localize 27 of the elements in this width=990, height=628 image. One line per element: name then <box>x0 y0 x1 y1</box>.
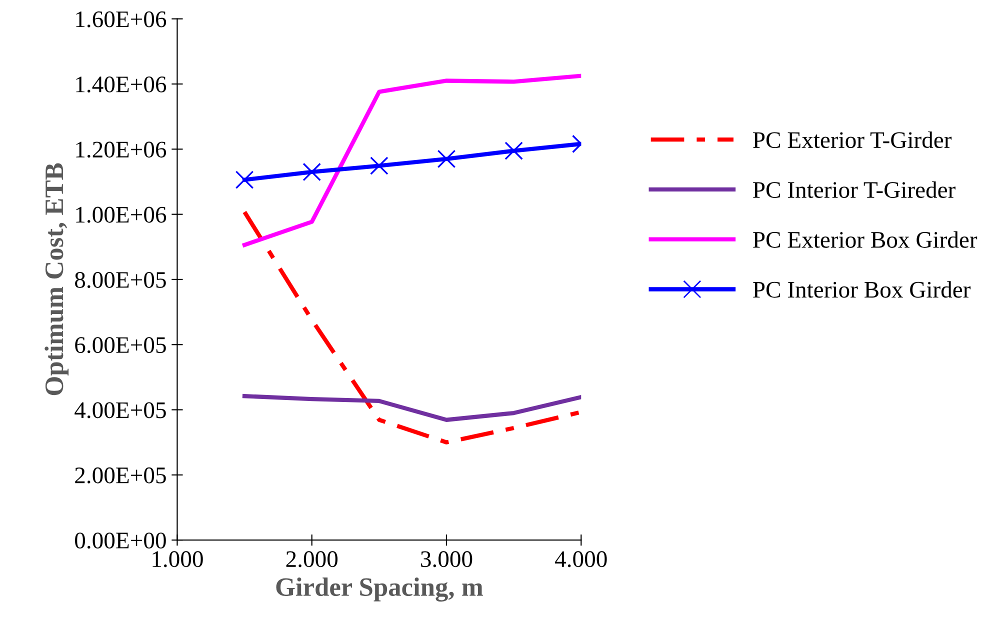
x-tick-label: 1.000 <box>152 551 203 568</box>
y-tick-label: 1.20E+06 <box>76 142 166 158</box>
x-tick-label: 2.000 <box>286 551 338 568</box>
y-tick-label: 0.00E+00 <box>75 532 166 549</box>
legend-label: PC Exterior Box Girder <box>753 231 978 248</box>
y-tick-label: 6.00E+05 <box>75 337 166 354</box>
y-tick-label: 1.60E+06 <box>76 11 166 28</box>
point <box>370 156 388 175</box>
point <box>504 142 523 160</box>
x-tick-label: 3.000 <box>421 551 472 568</box>
point <box>302 162 322 182</box>
point <box>235 170 254 189</box>
x-tick-label: 4.000 <box>555 551 607 568</box>
legend-label: PC Interior T-Gireder <box>753 181 956 198</box>
x-axis-title: Girder Spacing, m <box>276 577 483 602</box>
y-tick-label: 4.00E+05 <box>74 402 166 418</box>
line-series <box>242 210 582 444</box>
y-tick-label: 2.00E+05 <box>75 467 166 484</box>
y-tick-label: 1.00E+06 <box>76 206 166 223</box>
line-series <box>242 74 582 248</box>
y-tick-label: 1.40E+06 <box>76 76 166 93</box>
legend-label: PC Interior Box Girder <box>753 281 971 298</box>
y-axis-title: Optimum Cost, ETB <box>44 163 69 396</box>
point <box>437 150 456 168</box>
line-series <box>242 394 582 422</box>
legend-label: PC Exterior T-Girder <box>753 131 952 148</box>
y-tick-label: 8.00E+05 <box>75 272 166 288</box>
